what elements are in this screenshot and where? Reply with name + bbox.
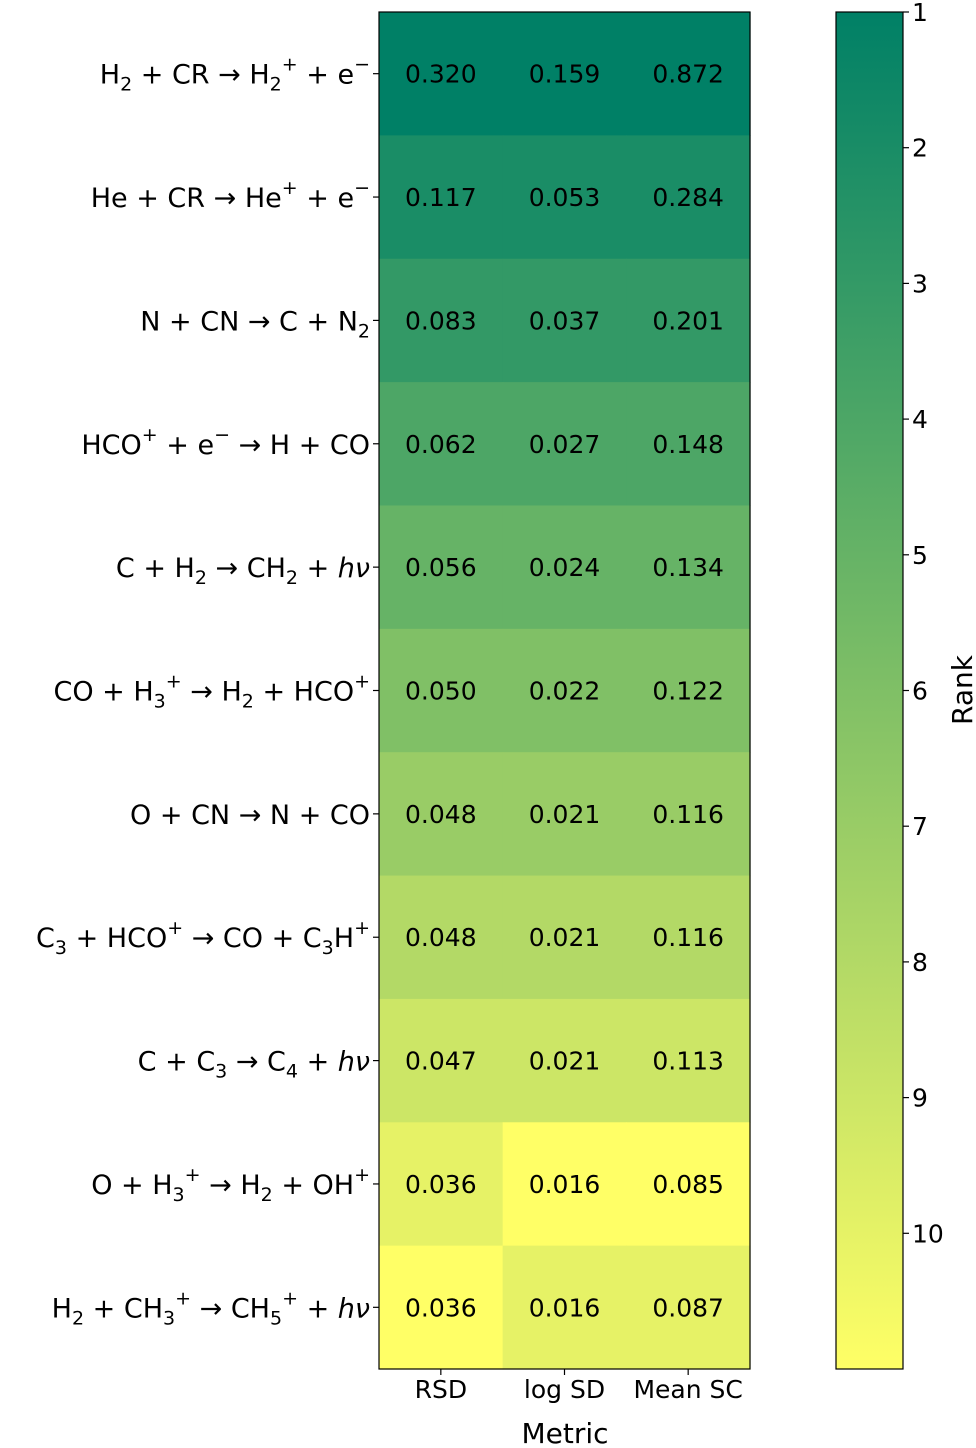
cell-value-label: 0.085 (652, 1170, 724, 1199)
heatmap-cell (626, 505, 751, 630)
colorbar-tick-label: 4 (912, 405, 928, 434)
cell-value-label: 0.320 (405, 60, 477, 89)
cell-value-label: 0.021 (529, 800, 601, 829)
heatmap-cell (502, 135, 627, 260)
heatmap-cell (626, 752, 751, 877)
row-label: O + CN → N + CO (130, 800, 370, 831)
cell-value-label: 0.016 (529, 1170, 601, 1199)
cell-value-label: 0.087 (652, 1293, 724, 1322)
heatmap-cell (379, 382, 504, 507)
heatmap-cell (379, 258, 504, 383)
cell-value-label: 0.062 (405, 430, 477, 459)
heatmap-cell (379, 752, 504, 877)
row-label: O + H3+ → H2 + OH+ (91, 1164, 370, 1206)
heatmap-cell-labels: 0.320 0.159 0.872 0.117 0.053 0.284 0.083 0.037… (405, 60, 724, 1323)
heatmap-cell (502, 998, 627, 1123)
cell-value-label: 0.056 (405, 553, 477, 582)
heatmap-cell (502, 12, 627, 136)
cell-value-label: 0.122 (652, 677, 724, 706)
x-axis-title: Metric (521, 1417, 608, 1448)
cell-value-label: 0.148 (652, 430, 724, 459)
heatmap-cell (626, 875, 751, 1000)
heatmap-cell (379, 12, 504, 136)
cell-value-label: 0.117 (405, 183, 477, 212)
row-label: HCO+ + e− → H + CO (81, 424, 370, 461)
cell-value-label: 0.036 (405, 1170, 477, 1199)
colorbar-ticks: 1 2 3 4 5 6 7 8 9 10 (903, 0, 944, 1248)
cell-value-label: 0.048 (405, 800, 477, 829)
cell-value-label: 0.047 (405, 1047, 477, 1076)
heatmap-cell (626, 135, 751, 260)
colorbar-tick-label: 8 (912, 948, 928, 977)
heatmap-cell (379, 1245, 504, 1370)
cell-value-label: 0.134 (652, 553, 724, 582)
colorbar-tick-label: 9 (912, 1084, 928, 1113)
cell-value-label: 0.284 (652, 183, 724, 212)
cell-value-label: 0.022 (529, 677, 601, 706)
colorbar-tick-label: 7 (912, 812, 928, 841)
cell-value-label: 0.113 (652, 1047, 724, 1076)
cell-value-label: 0.872 (652, 60, 724, 89)
colorbar-tick-label: 6 (912, 677, 928, 706)
cell-value-label: 0.083 (405, 306, 477, 335)
colorbar-tick-label: 2 (912, 134, 928, 163)
column-label: log SD (524, 1375, 605, 1404)
heatmap-cell (379, 505, 504, 630)
heatmap-cell (626, 998, 751, 1123)
column-label: RSD (415, 1375, 468, 1404)
cell-value-label: 0.048 (405, 923, 477, 952)
heatmap-cell (626, 1122, 751, 1247)
cell-value-label: 0.159 (529, 60, 601, 89)
cell-value-label: 0.037 (529, 306, 601, 335)
cell-value-label: 0.021 (529, 1047, 601, 1076)
cell-value-label: 0.036 (405, 1293, 477, 1322)
row-label: C + H2 → CH2 + hν (116, 553, 370, 589)
heatmap-cell (379, 1122, 504, 1247)
row-label: CO + H3+ → H2 + HCO+ (53, 671, 370, 713)
row-label: H2 + CR → H2+ + e− (100, 54, 370, 96)
heatmap-cell (502, 505, 627, 630)
heatmap-cell (626, 382, 751, 507)
heatmap-cell (379, 135, 504, 260)
heatmap-cell (502, 628, 627, 753)
colorbar-label: Rank (946, 654, 976, 725)
row-label: N + CN → C + N2 (140, 306, 370, 342)
colorbar-tick-label: 3 (912, 269, 928, 298)
colorbar-tick-label: 10 (912, 1219, 944, 1248)
cell-value-label: 0.116 (652, 800, 724, 829)
heatmap-cell (626, 258, 751, 383)
row-label: He + CR → He+ + e− (91, 177, 370, 214)
cell-value-label: 0.016 (529, 1293, 601, 1322)
heatmap-cell (626, 628, 751, 753)
heatmap-cell (626, 1245, 751, 1370)
row-tick-labels: H2 + CR → H2+ + e− He + CR → He+ + e− N + … (36, 54, 379, 1329)
cell-value-label: 0.116 (652, 923, 724, 952)
row-label: C3 + HCO+ → CO + C3H+ (36, 917, 370, 959)
heatmap-cell (502, 382, 627, 507)
heatmap-cell (502, 258, 627, 383)
heatmap-cell (502, 1122, 627, 1247)
colorbar (835, 11, 904, 1370)
heatmap-cell (502, 875, 627, 1000)
colorbar-tick-label: 1 (912, 0, 928, 27)
cell-value-label: 0.024 (529, 553, 601, 582)
heatmap-cell (379, 875, 504, 1000)
heatmap-cell (626, 12, 751, 136)
cell-value-label: 0.021 (529, 923, 601, 952)
cell-value-label: 0.050 (405, 677, 477, 706)
heatmap-cell (379, 628, 504, 753)
cell-value-label: 0.201 (652, 306, 724, 335)
heatmap-cell (502, 1245, 627, 1370)
heatmap-cell (502, 752, 627, 877)
heatmap-cell (379, 998, 504, 1123)
cell-value-label: 0.053 (529, 183, 601, 212)
cell-value-label: 0.027 (529, 430, 601, 459)
heatmap-cells (379, 12, 751, 1370)
column-label: Mean SC (633, 1375, 742, 1404)
row-label: H2 + CH3+ → CH5+ + hν (52, 1287, 370, 1329)
colorbar-tick-label: 5 (912, 541, 928, 570)
row-label: C + C3 → C4 + hν (138, 1047, 370, 1083)
column-tick-labels: RSD log SD Mean SC (415, 1369, 743, 1404)
